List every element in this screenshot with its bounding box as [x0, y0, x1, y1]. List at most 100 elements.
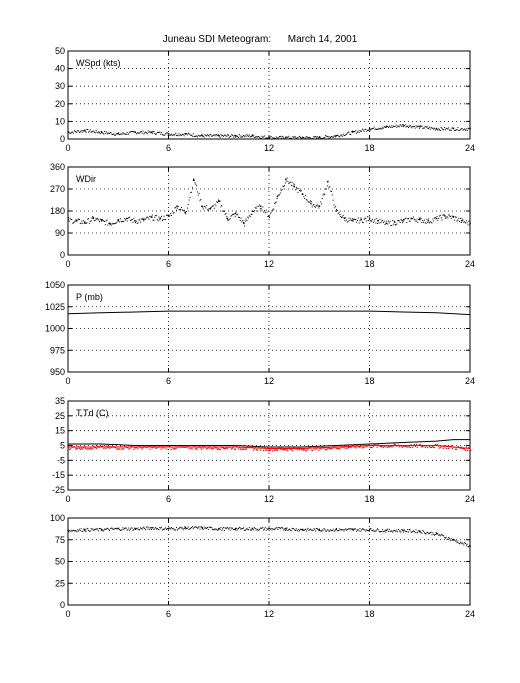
- data-point: [455, 540, 457, 542]
- data-point: [182, 445, 184, 447]
- data-point: [342, 446, 344, 448]
- data-point: [333, 530, 335, 532]
- data-point: [74, 220, 76, 222]
- data-point: [263, 529, 265, 531]
- data-point: [221, 446, 223, 449]
- data-point: [244, 134, 246, 136]
- data-point: [133, 218, 135, 220]
- series-2: [68, 443, 472, 452]
- data-point: [439, 129, 441, 131]
- data-point: [351, 445, 353, 447]
- data-point: [149, 528, 151, 530]
- data-point: [167, 448, 169, 450]
- data-point: [199, 200, 201, 202]
- data-point: [289, 528, 291, 530]
- data-point: [278, 446, 280, 449]
- data-point: [460, 128, 462, 130]
- data-point: [275, 201, 277, 203]
- data-point: [243, 134, 245, 136]
- data-point: [150, 527, 152, 529]
- x-tick-label: 12: [264, 259, 274, 269]
- data-point: [328, 447, 330, 449]
- data-point: [89, 220, 91, 222]
- data-point: [183, 209, 185, 211]
- data-point: [293, 185, 295, 188]
- data-point: [136, 222, 138, 224]
- data-point: [459, 129, 461, 131]
- data-point: [334, 135, 336, 137]
- data-point: [279, 135, 281, 137]
- data-point: [151, 214, 153, 216]
- data-point: [262, 206, 264, 208]
- data-point: [343, 217, 345, 219]
- data-point: [114, 134, 116, 136]
- data-point: [446, 128, 448, 130]
- data-point: [141, 528, 143, 530]
- data-point: [274, 202, 276, 204]
- data-point: [190, 191, 192, 193]
- data-point: [176, 134, 178, 136]
- data-point: [331, 194, 333, 196]
- data-point: [341, 529, 343, 531]
- data-point: [320, 137, 322, 139]
- data-point: [399, 530, 401, 532]
- data-point: [333, 135, 335, 137]
- data-point: [132, 529, 134, 531]
- data-point: [193, 179, 195, 181]
- x-tick-label: 0: [65, 494, 70, 504]
- data-point: [205, 207, 207, 209]
- data-point: [196, 191, 198, 193]
- data-point: [328, 530, 330, 532]
- data-point: [384, 529, 386, 531]
- data-point: [207, 134, 209, 136]
- data-point: [319, 529, 321, 531]
- data-point: [213, 528, 215, 530]
- data-point: [294, 136, 296, 138]
- data-point: [468, 127, 470, 129]
- data-point: [348, 131, 350, 133]
- data-point: [174, 448, 176, 450]
- data-point: [372, 219, 374, 221]
- data-point: [298, 528, 300, 530]
- data-point: [77, 448, 79, 450]
- data-point: [197, 527, 199, 529]
- x-tick-label: 6: [166, 494, 171, 504]
- data-point: [220, 206, 222, 208]
- data-point: [442, 535, 444, 537]
- data-point: [387, 528, 389, 530]
- data-point: [302, 137, 304, 139]
- data-point: [97, 132, 99, 134]
- data-point: [315, 137, 317, 139]
- data-point: [100, 131, 103, 133]
- data-point: [317, 205, 319, 207]
- data-point: [333, 204, 335, 206]
- data-point: [206, 205, 208, 207]
- data-point: [153, 219, 155, 221]
- data-point: [71, 218, 73, 220]
- data-point: [149, 215, 151, 217]
- data-point: [371, 446, 373, 449]
- data-point: [111, 527, 113, 529]
- data-point: [210, 527, 212, 529]
- data-point: [151, 133, 153, 135]
- data-point: [338, 211, 340, 213]
- data-point: [186, 133, 188, 135]
- data-point: [446, 216, 448, 218]
- data-point: [227, 219, 229, 221]
- data-point: [432, 446, 435, 448]
- data-point: [215, 447, 217, 449]
- data-point: [259, 208, 261, 210]
- data-point: [209, 526, 211, 528]
- data-point: [460, 446, 463, 448]
- data-point: [123, 448, 125, 450]
- data-point: [375, 530, 377, 532]
- data-point: [380, 445, 382, 448]
- data-point: [265, 209, 267, 211]
- data-point: [305, 528, 307, 530]
- data-point: [395, 445, 397, 447]
- data-point: [193, 526, 195, 528]
- data-point: [394, 125, 396, 127]
- data-point: [239, 135, 241, 137]
- data-point: [98, 131, 100, 133]
- data-point: [157, 528, 159, 530]
